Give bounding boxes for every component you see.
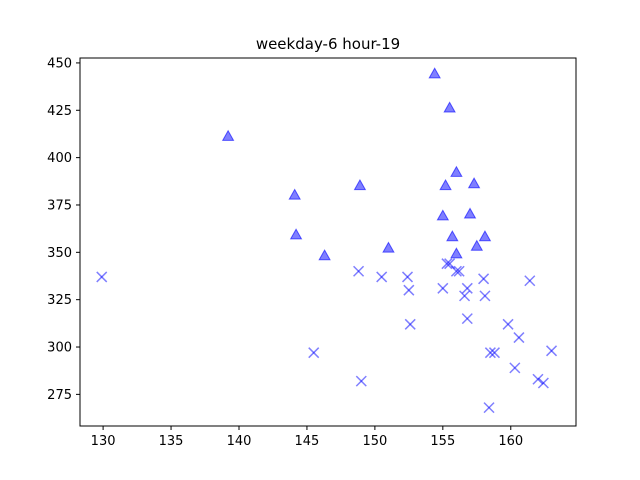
- x-point: [513, 332, 525, 344]
- x-point: [453, 265, 465, 277]
- y-axis: 275 300 325 350 375 400 425 450: [47, 56, 80, 403]
- x-point: [459, 290, 471, 302]
- x-point: [401, 271, 414, 283]
- triangle-point: [318, 249, 331, 261]
- chart-title: weekday-6 hour-19: [256, 35, 400, 53]
- triangle-point: [428, 67, 441, 79]
- x-tick-label: 155: [430, 434, 455, 449]
- plot-marks: [96, 67, 558, 414]
- x-tick-label: 140: [227, 434, 252, 449]
- triangle-point: [478, 230, 492, 242]
- x-point: [509, 362, 521, 374]
- x-tick-label: 160: [498, 434, 523, 449]
- triangle-point: [353, 179, 367, 191]
- triangle-point: [446, 230, 459, 242]
- x-point: [488, 347, 500, 359]
- triangle-point: [450, 247, 463, 259]
- x-point: [403, 284, 415, 296]
- x-point: [461, 282, 473, 294]
- x-point: [404, 318, 416, 330]
- x-point: [441, 258, 453, 270]
- triangle-point: [450, 165, 463, 177]
- triangle-point: [382, 241, 395, 253]
- x-point: [96, 271, 108, 283]
- triangle-point: [289, 228, 303, 240]
- y-tick-label: 400: [47, 151, 72, 166]
- triangle-point: [221, 129, 235, 141]
- x-tick-label: 130: [91, 434, 116, 449]
- y-tick-label: 350: [47, 246, 72, 261]
- x-tick-label: 150: [362, 434, 387, 449]
- x-point: [450, 265, 462, 277]
- y-tick-label: 450: [47, 56, 72, 71]
- x-axis: 130 135 140 145 150 155 160: [91, 426, 523, 449]
- x-point: [353, 265, 365, 277]
- x-point: [461, 313, 473, 325]
- triangle-point: [443, 101, 456, 113]
- x-point: [479, 290, 491, 302]
- triangle-point: [467, 177, 481, 189]
- x-point: [484, 347, 496, 359]
- x-point: [524, 275, 536, 287]
- x-point: [355, 375, 367, 387]
- x-point: [478, 273, 490, 285]
- x-point: [532, 373, 544, 385]
- x-point: [483, 402, 495, 414]
- triangle-point: [288, 188, 301, 200]
- x-tick-label: 145: [295, 434, 320, 449]
- y-tick-label: 375: [47, 198, 72, 213]
- x-point: [502, 318, 514, 330]
- y-tick-label: 275: [47, 388, 72, 403]
- y-tick-label: 300: [47, 341, 72, 356]
- y-tick-label: 425: [47, 104, 72, 119]
- triangle-point: [436, 209, 450, 221]
- x-point: [437, 282, 449, 294]
- plot-frame: [79, 57, 577, 427]
- x-point: [537, 377, 549, 389]
- y-tick-label: 325: [47, 293, 72, 308]
- x-point: [308, 347, 320, 359]
- triangle-point: [470, 239, 484, 251]
- x-tick-label: 135: [159, 434, 184, 449]
- triangle-point: [439, 179, 452, 191]
- triangle-point: [463, 207, 477, 219]
- x-point: [376, 271, 388, 283]
- x-point: [546, 345, 558, 357]
